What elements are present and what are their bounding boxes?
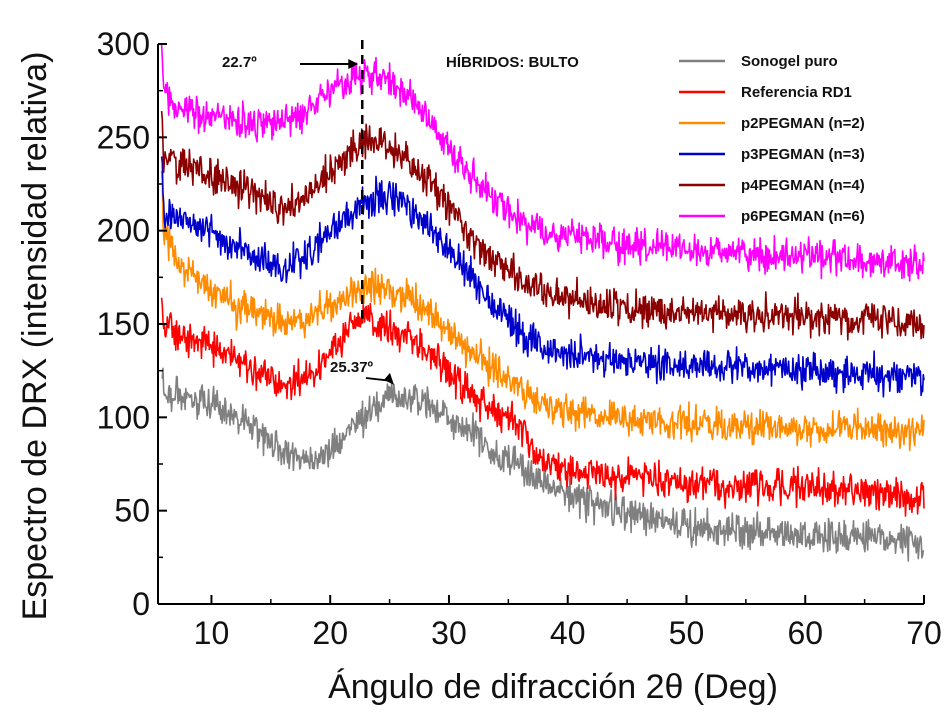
y-tick-label: 50 [114, 493, 150, 529]
y-tick-label: 150 [97, 306, 150, 342]
x-tick-label: 10 [194, 615, 230, 651]
series-line [160, 156, 925, 398]
x-tick-label: 30 [431, 615, 467, 651]
annotations: 22.7º 25.37º [222, 54, 394, 385]
y-tick-label: 250 [97, 119, 150, 155]
y-axis-title: Espectro de DRX (intensidad relativa) [16, 52, 54, 621]
legend-label: p4PEGMAN (n=4) [741, 177, 865, 194]
series-line [160, 170, 925, 452]
series-line [160, 297, 925, 517]
x-ticks: 10 20 30 40 50 60 70 [194, 595, 942, 651]
legend-label: Referencia RD1 [741, 84, 852, 101]
series-layer [160, 43, 925, 562]
x-tick-label: 40 [550, 615, 586, 651]
y-tick-label: 200 [97, 213, 150, 249]
y-tick-label: 300 [97, 26, 150, 62]
annotation-arrowhead [348, 59, 359, 69]
x-axis-title: Ángulo de difracción 2θ (Deg) [328, 668, 778, 706]
annotation-arrowhead [383, 372, 394, 385]
legend: Sonogel puro Referencia RD1 p2PEGMAN (n=2)… [679, 53, 865, 225]
x-tick-label: 60 [787, 615, 823, 651]
legend-label: Sonogel puro [741, 53, 838, 70]
series-line [160, 110, 925, 341]
y-tick-label: 100 [97, 399, 150, 435]
y-tick-label: 0 [132, 586, 150, 622]
series-line [160, 43, 925, 282]
x-tick-label: 70 [906, 615, 942, 651]
y-ticks: 0 50 100 150 200 250 300 [97, 26, 167, 622]
x-tick-label: 50 [669, 615, 705, 651]
annotation-label: 22.7º [222, 54, 257, 71]
x-tick-label: 20 [312, 615, 348, 651]
legend-label: p2PEGMAN (n=2) [741, 115, 865, 132]
legend-label: p3PEGMAN (n=3) [741, 146, 865, 163]
chart-title: HÍBRIDOS: BULTO [446, 54, 579, 71]
axes-layer: 10 20 30 40 50 60 70 0 50 100 150 200 250 300 [97, 26, 942, 651]
series-line [161, 367, 925, 562]
annotation-label: 25.37º [330, 359, 374, 376]
legend-label: p6PEGMAN (n=6) [741, 208, 865, 225]
